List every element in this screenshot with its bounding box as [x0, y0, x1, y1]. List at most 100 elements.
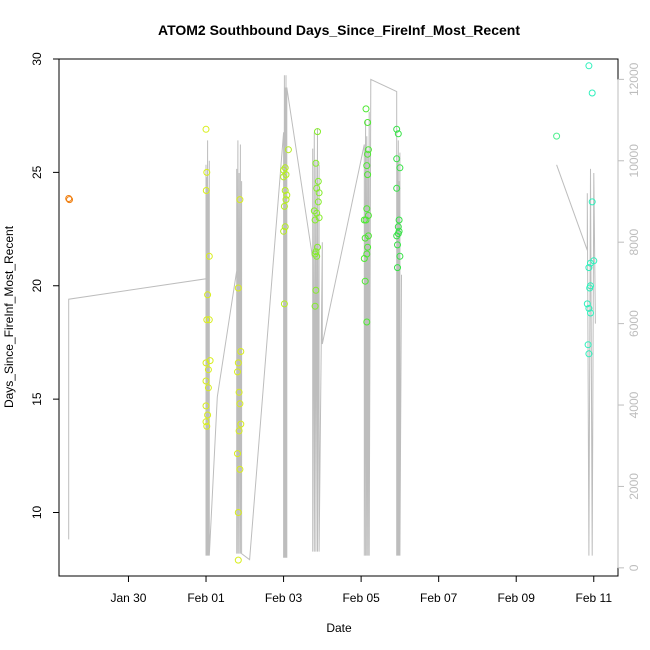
- data-point: [393, 184, 401, 192]
- data-point: [235, 427, 243, 435]
- y-tick-label: 10: [30, 506, 44, 520]
- data-point: [234, 556, 242, 564]
- y2-tick-label: 6000: [627, 310, 641, 337]
- data-point: [202, 359, 210, 367]
- data-point: [280, 300, 288, 308]
- data-point: [314, 177, 322, 185]
- x-axis: Jan 30 Feb 01 Feb 03 Feb 05 Feb 07 Feb 09 Feb …: [110, 575, 613, 605]
- data-point: [311, 216, 319, 224]
- data-point: [281, 164, 289, 172]
- data-point: [281, 223, 289, 231]
- data-point: [585, 264, 593, 272]
- data-point: [364, 171, 372, 179]
- data-point: [363, 318, 371, 326]
- data-point: [204, 291, 212, 299]
- y2-axis: 0 2000 4000 6000 8000 10000 12000: [617, 62, 641, 571]
- data-point: [364, 243, 372, 251]
- data-point: [65, 195, 73, 202]
- data-point: [315, 214, 323, 222]
- data-point: [204, 411, 212, 419]
- data-point: [312, 248, 320, 256]
- x-tick-label: Feb 05: [342, 591, 380, 605]
- data-point: [280, 227, 288, 235]
- data-point: [314, 243, 321, 251]
- y2-tick-label: 0: [627, 564, 641, 571]
- x-axis-label: Date: [326, 621, 352, 635]
- data-point: [204, 384, 212, 392]
- y2-tick-label: 4000: [627, 391, 641, 418]
- data-point: [313, 252, 321, 260]
- y-axis-label: Days_Since_FireInf_Most_Recent: [2, 225, 16, 408]
- data-point: [394, 264, 401, 272]
- data-point: [394, 230, 402, 238]
- data-point: [363, 162, 371, 170]
- data-point: [585, 350, 593, 358]
- data-point: [202, 377, 210, 385]
- data-point: [394, 130, 402, 138]
- data-point: [587, 309, 594, 317]
- data-point: [280, 202, 288, 210]
- data-point: [205, 252, 213, 260]
- data-point: [281, 187, 289, 194]
- data-point: [237, 420, 245, 428]
- data-point: [283, 191, 291, 199]
- data-point: [236, 196, 244, 204]
- data-point: [396, 164, 404, 172]
- data-point: [394, 223, 402, 231]
- secondary-line: [68, 75, 596, 561]
- x-tick-label: Feb 07: [420, 591, 458, 605]
- data-point: [584, 341, 592, 349]
- data-point: [282, 171, 290, 179]
- data-point: [280, 173, 288, 181]
- data-point: [314, 198, 322, 206]
- data-point: [588, 89, 596, 97]
- data-point: [362, 105, 370, 113]
- plot-frame: [58, 58, 619, 577]
- data-point: [311, 302, 319, 310]
- data-point: [394, 241, 401, 249]
- data-point: [236, 465, 244, 473]
- data-point: [395, 216, 403, 224]
- data-point: [203, 168, 211, 176]
- data-point: [362, 216, 370, 224]
- x-tick-label: Feb 03: [265, 591, 303, 605]
- scatter-points: [65, 62, 598, 564]
- y-axis: 10 15 20 25 30: [30, 52, 60, 520]
- data-point: [361, 234, 369, 242]
- data-point: [234, 509, 242, 516]
- data-point: [310, 207, 318, 215]
- y-tick-label: 30: [30, 52, 44, 66]
- y2-tick-label: 12000: [627, 62, 641, 96]
- x-tick-label: Jan 30: [110, 591, 146, 605]
- data-point: [396, 252, 404, 260]
- y2-tick-label: 8000: [627, 229, 641, 256]
- data-point: [363, 205, 371, 213]
- data-point: [585, 304, 593, 312]
- secondary-trace: [556, 164, 596, 556]
- data-point: [204, 366, 212, 374]
- data-point: [312, 286, 320, 294]
- data-point: [202, 402, 210, 410]
- data-point: [587, 259, 594, 267]
- data-point: [364, 119, 372, 126]
- data-point: [205, 316, 213, 324]
- data-point: [234, 284, 242, 292]
- data-point: [66, 196, 73, 204]
- data-point: [586, 284, 594, 292]
- data-point: [282, 196, 290, 204]
- data-point: [202, 187, 210, 194]
- data-point: [203, 316, 211, 324]
- data-point: [234, 359, 242, 367]
- data-point: [315, 189, 323, 197]
- secondary-trace: [68, 75, 402, 561]
- data-point: [364, 146, 372, 154]
- data-point: [203, 422, 211, 430]
- y2-tick-label: 2000: [627, 473, 641, 500]
- y-tick-label: 20: [30, 279, 44, 293]
- data-point: [312, 159, 320, 167]
- y-tick-label: 15: [30, 392, 44, 406]
- x-tick-label: Feb 11: [576, 591, 613, 605]
- data-point: [361, 277, 369, 285]
- data-point: [553, 132, 561, 140]
- data-point: [364, 150, 372, 158]
